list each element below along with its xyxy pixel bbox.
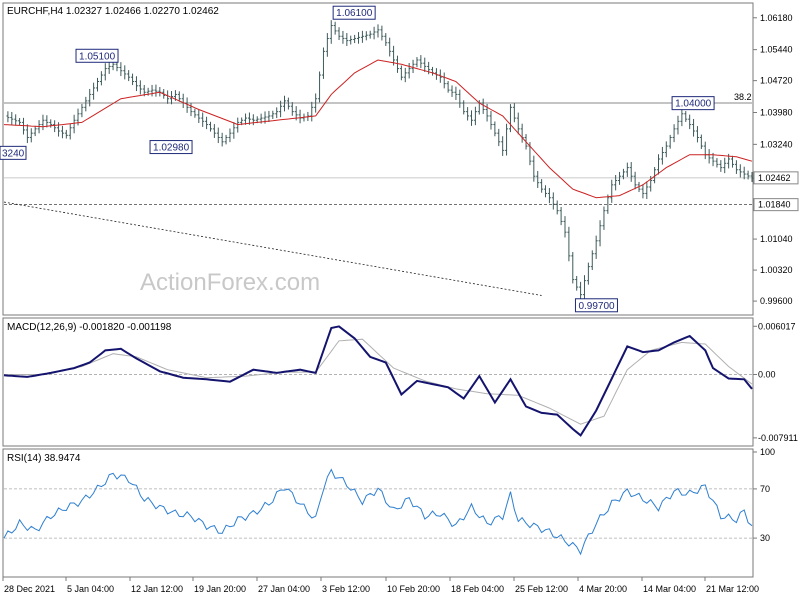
rsi-axis: 100 70 30 <box>753 447 775 543</box>
current-price-label: 1.02462 <box>758 173 791 183</box>
time-tick-label: 5 Jan 04:00 <box>67 584 114 594</box>
price-tick-label: 1.01040 <box>760 234 793 244</box>
time-tick-label: 25 Feb 12:00 <box>515 584 568 594</box>
time-tick-label: 21 Mar 12:00 <box>706 584 759 594</box>
price-annotation-box <box>75 48 119 63</box>
rsi-tick-label: 100 <box>760 447 775 457</box>
price-annotation-label: 1.02980 <box>153 143 190 154</box>
macd-label: MACD(12,26,9) -0.001820 -0.001198 <box>7 322 172 333</box>
macd-axis: 0.006017 0.00 -0.007911 <box>753 321 798 443</box>
macd-panel-frame <box>2 317 754 447</box>
price-annotation-label: 1.05100 <box>79 51 116 62</box>
time-tick-label: 28 Dec 2021 <box>4 584 55 594</box>
rsi-label: RSI(14) 38.9474 <box>7 453 81 464</box>
price-tick-label: 1.04720 <box>760 76 793 86</box>
price-annotations: 1.05100 1.02980 1.06100 0.99700 1.04000 3240 <box>0 5 715 313</box>
time-tick-label: 27 Jan 04:00 <box>258 584 310 594</box>
support-tag <box>753 198 799 212</box>
price-annotation-label: 1.04000 <box>675 99 712 110</box>
time-tick-label: 19 Jan 20:00 <box>194 584 246 594</box>
price-tick-label: 1.05440 <box>760 45 793 55</box>
price-tick-label: 1.03980 <box>760 108 793 118</box>
macd-line <box>3 325 753 437</box>
price-series <box>3 20 754 301</box>
price-tick-label: 1.03240 <box>760 139 793 149</box>
chart-header: EURCHF,H4 1.02327 1.02466 1.02270 1.0246… <box>7 6 219 17</box>
macd-signal-line <box>4 338 753 425</box>
time-tick-label: 3 Feb 12:00 <box>322 584 370 594</box>
price-annotation-box <box>149 140 193 155</box>
price-annotation-label: 0.99700 <box>578 301 615 312</box>
price-annotation-box <box>671 96 715 111</box>
rsi-tick-label: 30 <box>760 533 770 543</box>
watermark: ActionForex.com <box>140 269 320 296</box>
price-tick-label: 1.00320 <box>760 265 793 275</box>
edge-annotation-box <box>0 145 27 160</box>
price-annotation-box <box>332 5 376 20</box>
price-annotation-label: 1.06100 <box>336 8 373 19</box>
rsi-panel-frame <box>2 448 754 578</box>
price-tick-label: 0.99600 <box>760 296 793 306</box>
macd-series <box>3 325 753 437</box>
rsi-tick-label: 70 <box>760 484 770 494</box>
macd-tick-label: -0.007911 <box>758 433 798 443</box>
time-tick-label: 12 Jan 12:00 <box>131 584 183 594</box>
price-axis: 0.996001.003201.010401.017601.024801.032… <box>753 13 799 306</box>
macd-tick-label: 0.00 <box>758 369 776 379</box>
time-tick-label: 4 Mar 20:00 <box>579 584 627 594</box>
current-price-tag <box>753 171 799 185</box>
time-tick-label: 14 Mar 04:00 <box>643 584 696 594</box>
fib-level-label: 38.2 <box>734 92 752 102</box>
support-label: 1.01840 <box>758 200 791 210</box>
price-tick-label: 1.06180 <box>760 13 793 23</box>
moving-average-line <box>3 59 753 199</box>
price-annotation-box <box>574 298 618 313</box>
rsi-line <box>3 468 753 556</box>
trendline <box>3 201 542 296</box>
time-tick-label: 10 Feb 20:00 <box>387 584 440 594</box>
rsi-series <box>3 468 753 556</box>
time-axis: 28 Dec 2021 5 Jan 04:00 12 Jan 12:00 19 Jan… <box>2 577 759 594</box>
edge-annotation-label: 3240 <box>2 148 25 159</box>
time-tick-label: 18 Feb 04:00 <box>451 584 504 594</box>
macd-tick-label: 0.006017 <box>758 321 796 331</box>
price-levels: 38.2 <box>3 92 752 296</box>
